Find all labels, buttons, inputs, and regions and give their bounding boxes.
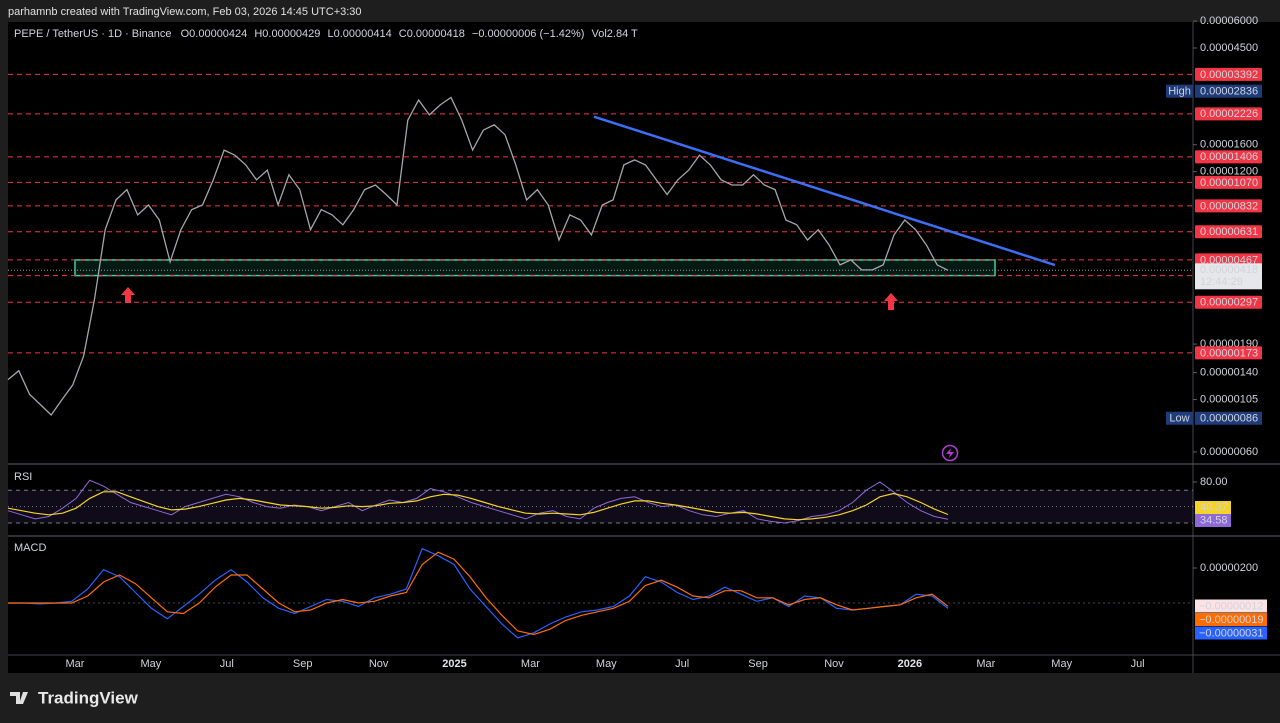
chart-area bbox=[8, 22, 1280, 673]
level-label: 0.00001070 bbox=[1200, 177, 1258, 189]
y-tick-label: 0.00001200 bbox=[1200, 166, 1258, 178]
rsi-title: RSI bbox=[14, 471, 32, 483]
x-tick-label: Nov bbox=[824, 658, 844, 670]
x-tick-label: May bbox=[141, 658, 162, 670]
macd-line bbox=[8, 547, 949, 639]
level-label: 0.00001406 bbox=[1200, 151, 1258, 163]
y-tick-label: 0.00006000 bbox=[1200, 15, 1258, 27]
level-label: 0.00003392 bbox=[1200, 69, 1258, 81]
alert-icon[interactable] bbox=[941, 444, 959, 462]
macd-title: MACD bbox=[14, 542, 46, 554]
level-label: 0.00000631 bbox=[1200, 226, 1258, 238]
rsi-line bbox=[7, 479, 949, 524]
countdown: 12:44:29 bbox=[1200, 276, 1243, 288]
high: H0.00000429 bbox=[254, 28, 320, 40]
alert-icon-bolt bbox=[946, 448, 954, 458]
level-label-box bbox=[1195, 295, 1262, 309]
y-tick-label: 0.00000060 bbox=[1200, 446, 1258, 458]
level-label-box bbox=[1195, 199, 1262, 213]
close: C0.00000418 bbox=[399, 28, 465, 40]
low-value-box bbox=[1195, 411, 1262, 425]
level-label: 0.00000297 bbox=[1200, 297, 1258, 309]
rsi-label: 34.58 bbox=[1200, 514, 1228, 526]
rsi-ma-line bbox=[7, 491, 949, 521]
high-name: High bbox=[1168, 86, 1191, 98]
x-tick-label: Mar bbox=[521, 658, 540, 670]
hist-label: −0.00000012 bbox=[1199, 600, 1264, 612]
level-label-box bbox=[1195, 253, 1262, 267]
signal-line bbox=[8, 551, 949, 636]
x-tick-label: Jul bbox=[220, 658, 234, 670]
x-tick-label: Mar bbox=[66, 658, 85, 670]
rsi-ma-label-box bbox=[1195, 501, 1231, 514]
logo-text: TradingView bbox=[38, 688, 139, 707]
level-label-box bbox=[1195, 150, 1262, 164]
rsi-label-box bbox=[1195, 514, 1231, 527]
arrow bbox=[121, 287, 135, 303]
volume: Vol2.84 T bbox=[592, 28, 639, 40]
low: L0.00000414 bbox=[327, 28, 391, 40]
x-tick-label: 2026 bbox=[898, 658, 922, 670]
high-name-box bbox=[1166, 84, 1193, 98]
y-tick-label: 80.00 bbox=[1200, 476, 1228, 488]
y-tick-label: 0.00001600 bbox=[1200, 139, 1258, 151]
legend: PEPE / TetherUS · 1D · Binance O0.000004… bbox=[14, 28, 638, 40]
x-tick-label: May bbox=[1051, 658, 1072, 670]
footer-logo: TradingView bbox=[10, 688, 139, 707]
signal-label-box bbox=[1195, 613, 1267, 626]
logo-mark bbox=[10, 692, 28, 704]
x-tick-label: Jul bbox=[1131, 658, 1145, 670]
x-tick-label: Jul bbox=[675, 658, 689, 670]
level-label-box bbox=[1195, 107, 1262, 121]
y-tick-label: 0.00000200 bbox=[1200, 562, 1258, 574]
macd-label: −0.00000031 bbox=[1199, 627, 1264, 639]
x-tick-label: 2025 bbox=[442, 658, 466, 670]
level-label: 0.00000173 bbox=[1200, 347, 1258, 359]
high-value-box bbox=[1195, 84, 1262, 98]
x-tick-label: Mar bbox=[976, 658, 995, 670]
change: −0.00000006 (−1.42%) bbox=[472, 28, 585, 40]
level-label-box bbox=[1195, 67, 1262, 81]
macd-label-box bbox=[1195, 626, 1267, 640]
level-label: 0.00000832 bbox=[1200, 200, 1258, 212]
low-name-box bbox=[1166, 411, 1193, 425]
hist-label-box bbox=[1195, 599, 1267, 613]
top-bar-text: parhamnb created with TradingView.com, F… bbox=[8, 6, 362, 18]
symbol: PEPE / TetherUS · 1D · Binance bbox=[14, 28, 172, 40]
x-tick-label: May bbox=[596, 658, 617, 670]
x-tick-label: Sep bbox=[293, 658, 313, 670]
level-label-box bbox=[1195, 175, 1262, 189]
high-value: 0.00002836 bbox=[1200, 86, 1258, 98]
last-price-label: 0.00000418 bbox=[1200, 264, 1258, 276]
rsi-ma-label: 40.37 bbox=[1200, 501, 1228, 513]
x-tick-label: Sep bbox=[748, 658, 768, 670]
support-zone bbox=[74, 259, 996, 277]
open: O0.00000424 bbox=[181, 28, 248, 40]
y-tick-label: 0.00000105 bbox=[1200, 393, 1258, 405]
level-label: 0.00002226 bbox=[1200, 108, 1258, 120]
arrow bbox=[884, 293, 898, 310]
x-tick-label: Nov bbox=[369, 658, 389, 670]
low-name: Low bbox=[1169, 413, 1189, 425]
last-price-box bbox=[1195, 263, 1262, 290]
level-label-box bbox=[1195, 346, 1262, 360]
signal-label: −0.00000019 bbox=[1199, 614, 1264, 626]
y-tick-label: 0.00000140 bbox=[1200, 367, 1258, 379]
trendline bbox=[593, 115, 1056, 267]
y-tick-label: 0.00004500 bbox=[1200, 42, 1258, 54]
price-line bbox=[7, 96, 949, 416]
low-value: 0.00000086 bbox=[1200, 413, 1258, 425]
level-label-box bbox=[1195, 225, 1262, 239]
